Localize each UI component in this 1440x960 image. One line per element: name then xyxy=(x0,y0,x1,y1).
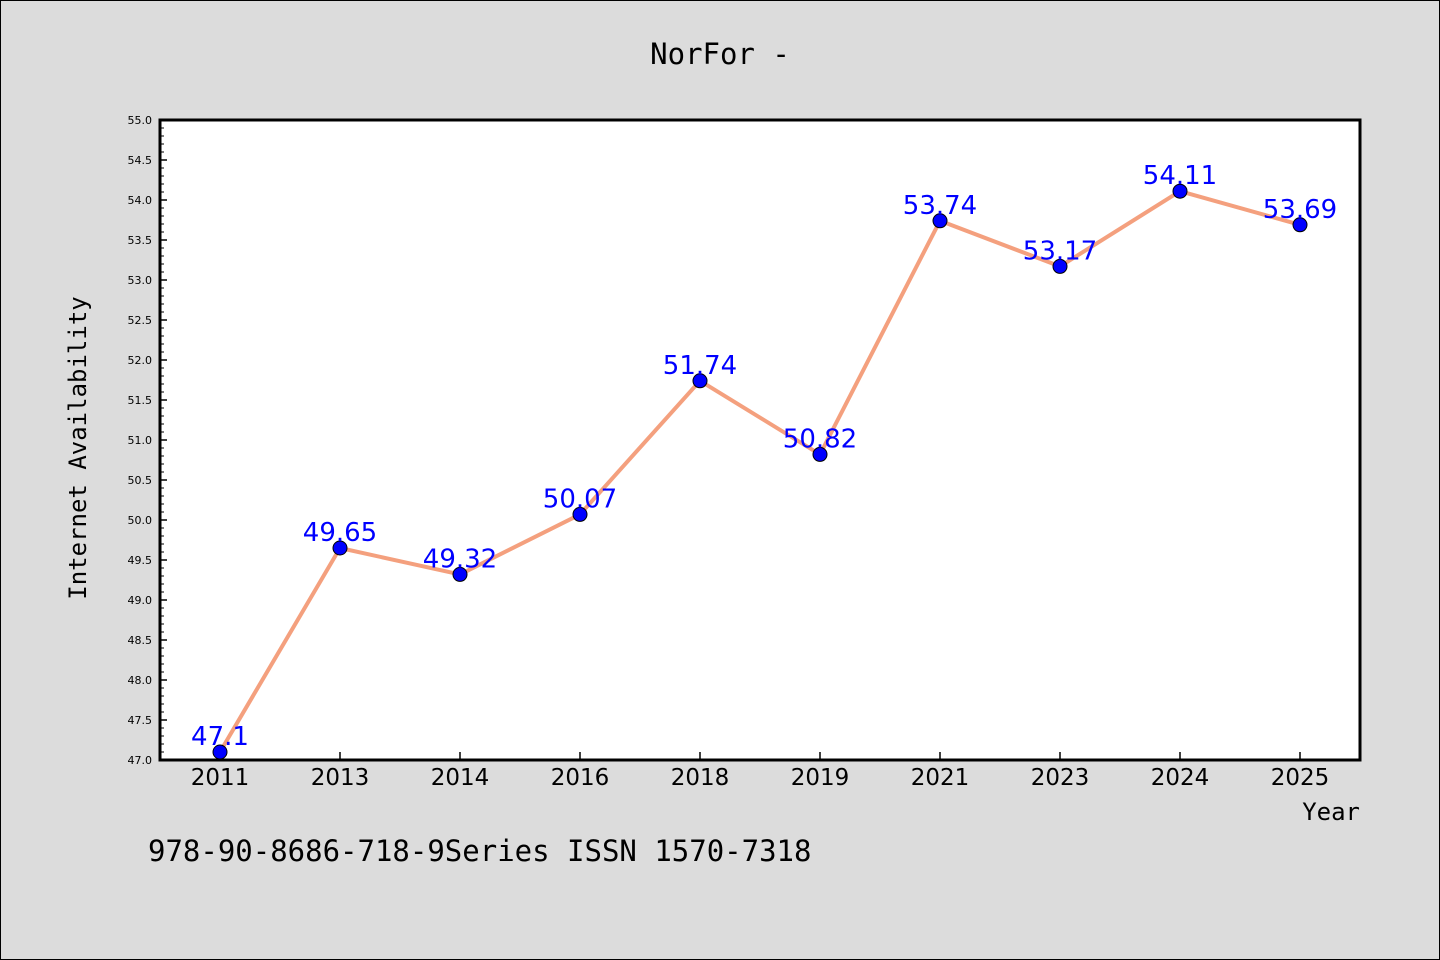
y-tick-label: 50.0 xyxy=(128,514,153,527)
x-tick-label: 2025 xyxy=(1271,765,1330,791)
data-point xyxy=(572,506,588,522)
x-tick-label: 2019 xyxy=(791,765,850,791)
data-point xyxy=(332,540,348,556)
footer-note: 978-90-8686-718-9Series ISSN 1570-7318 xyxy=(148,834,812,868)
data-label: 49.32 xyxy=(423,544,497,574)
y-tick-label: 51.5 xyxy=(128,394,153,407)
y-tick-label: 55.0 xyxy=(128,114,153,127)
data-point xyxy=(1172,183,1188,199)
y-tick-label: 53.5 xyxy=(128,234,153,247)
data-label: 53.74 xyxy=(903,191,977,221)
x-axis: 2011 2013 2014 2016 2018 2019 2021 2023 2024 2025 xyxy=(191,752,1330,791)
y-axis-label: Internet Availability xyxy=(64,296,92,599)
y-tick-label: 54.0 xyxy=(128,194,153,207)
series-markers xyxy=(212,183,1308,760)
x-tick-label: 2024 xyxy=(1151,765,1210,791)
plot-area xyxy=(160,120,1360,760)
x-tick-label: 2021 xyxy=(911,765,970,791)
data-label: 53.69 xyxy=(1263,195,1337,225)
x-tick-label: 2014 xyxy=(431,765,490,791)
y-tick-label: 53.0 xyxy=(128,274,153,287)
y-tick-label: 49.0 xyxy=(128,594,153,607)
y-tick-label: 47.0 xyxy=(128,754,153,767)
data-point xyxy=(692,373,708,389)
y-tick-label: 47.5 xyxy=(128,714,153,727)
data-point xyxy=(812,446,828,462)
x-tick-label: 2023 xyxy=(1031,765,1090,791)
y-axis: 47.0 47.5 48.0 48.5 49.0 49.5 50.0 50.5 51.0 51.5… xyxy=(128,114,167,767)
x-axis-label: Year xyxy=(1302,798,1360,826)
y-tick-label: 54.5 xyxy=(128,154,153,167)
y-tick-label: 48.5 xyxy=(128,634,153,647)
data-label: 51.74 xyxy=(663,351,737,381)
data-point xyxy=(932,213,948,229)
y-tick-label: 52.0 xyxy=(128,354,153,367)
y-tick-label: 50.5 xyxy=(128,474,153,487)
data-point xyxy=(1292,217,1308,233)
x-tick-label: 2016 xyxy=(551,765,610,791)
y-tick-label: 52.5 xyxy=(128,314,153,327)
data-label: 49.65 xyxy=(303,518,377,548)
y-tick-label: 48.0 xyxy=(128,674,153,687)
data-label: 47.1 xyxy=(191,722,249,752)
x-tick-label: 2018 xyxy=(671,765,730,791)
data-label: 50.82 xyxy=(783,424,857,454)
data-label: 50.07 xyxy=(543,484,617,514)
series-line xyxy=(218,189,1301,754)
y-tick-label: 51.0 xyxy=(128,434,153,447)
data-point xyxy=(1052,258,1068,274)
x-tick-label: 2013 xyxy=(311,765,370,791)
data-label: 54.11 xyxy=(1143,161,1217,191)
data-label: 53.17 xyxy=(1023,236,1097,266)
y-tick-label: 49.5 xyxy=(128,554,153,567)
data-point xyxy=(452,566,468,582)
plot-frame xyxy=(158,118,1362,762)
chart-title: NorFor - xyxy=(650,37,790,71)
x-tick-label: 2011 xyxy=(191,765,250,791)
data-labels: 47.1 49.65 49.32 50.07 51.74 50.82 53.74 53.17 5… xyxy=(191,161,1337,752)
